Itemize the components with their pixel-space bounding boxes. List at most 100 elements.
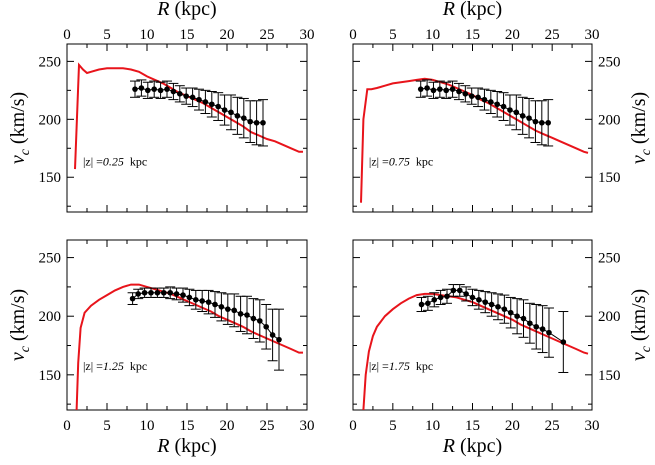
x-tick-label: 0 (349, 418, 357, 434)
data-point (533, 323, 540, 330)
data-point (205, 299, 212, 305)
data-point (424, 85, 430, 91)
z-annotation-unit: kpc (416, 155, 433, 169)
data-point (129, 295, 136, 302)
plot-frame (352, 239, 593, 411)
data-point (507, 107, 513, 113)
data-point (135, 291, 141, 297)
data-point (193, 296, 199, 303)
data-point (231, 307, 237, 314)
x-tick-label: 30 (300, 418, 315, 434)
x-tick-label: 5 (389, 27, 397, 43)
x-tick-label: 15 (465, 27, 480, 43)
data-layer (360, 77, 589, 203)
data-point (237, 311, 244, 317)
data-point (449, 86, 456, 92)
x-tick-label: 20 (220, 418, 235, 434)
data-point (532, 118, 539, 125)
data-point (276, 336, 282, 343)
data-point (539, 119, 545, 126)
x-tick-label: 20 (505, 27, 520, 43)
x-tick-label: 5 (389, 418, 397, 434)
data-point (468, 93, 475, 99)
data-point (225, 306, 231, 312)
data-point (545, 119, 551, 126)
data-point (138, 85, 145, 91)
x-axis-title: R (kpc) (156, 435, 216, 457)
data-point (269, 332, 276, 338)
x-axis-title: R (kpc) (442, 0, 502, 20)
x-tick-label: 10 (425, 27, 440, 43)
data-point (161, 289, 167, 296)
data-point (495, 304, 501, 310)
data-point (443, 87, 450, 94)
x-tick-label: 0 (63, 418, 71, 434)
z-annotation-unit: kpc (130, 155, 147, 169)
data-point (488, 301, 495, 308)
z-annotation: |z| =0.25 kpc (83, 155, 147, 169)
y-axis-title: vc (km/s) (628, 289, 654, 361)
plot-frame (66, 239, 308, 411)
data-point (173, 291, 180, 297)
data-point (180, 292, 186, 298)
data-point (425, 300, 431, 307)
data-point (450, 287, 457, 294)
data-point (476, 296, 482, 303)
data-point (520, 315, 527, 322)
data-point (196, 96, 202, 103)
data-point (177, 91, 183, 97)
z-annotation-label: |z| = (83, 359, 103, 373)
data-point (560, 339, 567, 345)
x-tick-label: 15 (180, 418, 195, 434)
data-point (157, 87, 164, 94)
z-annotation: |z| =1.25 kpc (83, 359, 147, 373)
data-point (260, 119, 266, 126)
data-point (418, 301, 425, 308)
data-point (141, 289, 148, 296)
data-point (167, 289, 173, 296)
y-tick-label: 150 (39, 368, 62, 384)
data-point (247, 118, 253, 125)
data-point (444, 293, 450, 300)
x-tick-label: 25 (545, 27, 560, 43)
data-point (437, 86, 443, 92)
z-annotation-unit: kpc (130, 359, 147, 373)
data-point (228, 109, 234, 116)
data-point (132, 86, 138, 92)
x-tick-label: 0 (63, 27, 71, 43)
y-tick-label: 200 (598, 112, 621, 128)
data-point (481, 96, 488, 103)
data-point (221, 107, 228, 113)
data-layer (75, 283, 303, 410)
panel-bottom-left: 0 5 10 15 20 25 30 150 200 250 R (kpc) vc (km/s) |z|… (7, 239, 315, 457)
y-axis-title: vc (km/s) (7, 289, 33, 361)
y-tick-label: 200 (598, 309, 621, 325)
x-tick-label: 0 (349, 27, 357, 43)
x-tick-label: 15 (180, 27, 195, 43)
data-point (507, 309, 514, 316)
z-annotation-label: |z| = (83, 155, 103, 169)
data-point (212, 301, 218, 308)
data-layer (362, 284, 589, 410)
data-point (154, 289, 161, 296)
x-tick-label: 30 (585, 27, 600, 43)
data-point (475, 94, 481, 101)
y-tick-label: 250 (39, 251, 62, 267)
data-point (164, 86, 170, 92)
z-annotation: |z| =0.75 kpc (369, 155, 433, 169)
x-tick-label: 5 (103, 418, 111, 434)
data-point (462, 91, 469, 97)
x-tick-label: 25 (260, 27, 275, 43)
y-tick-label: 250 (598, 251, 621, 267)
y-tick-label: 200 (39, 112, 62, 128)
data-point (244, 312, 250, 318)
data-point (186, 294, 193, 301)
x-axis-title: R (kpc) (156, 0, 216, 20)
y-axis-title: vc (km/s) (628, 92, 654, 164)
data-point (431, 296, 438, 303)
data-point (482, 299, 489, 305)
y-tick-label: 200 (39, 309, 62, 325)
x-tick-label: 15 (465, 418, 480, 434)
data-point (417, 86, 424, 92)
plot-frame (352, 43, 593, 213)
